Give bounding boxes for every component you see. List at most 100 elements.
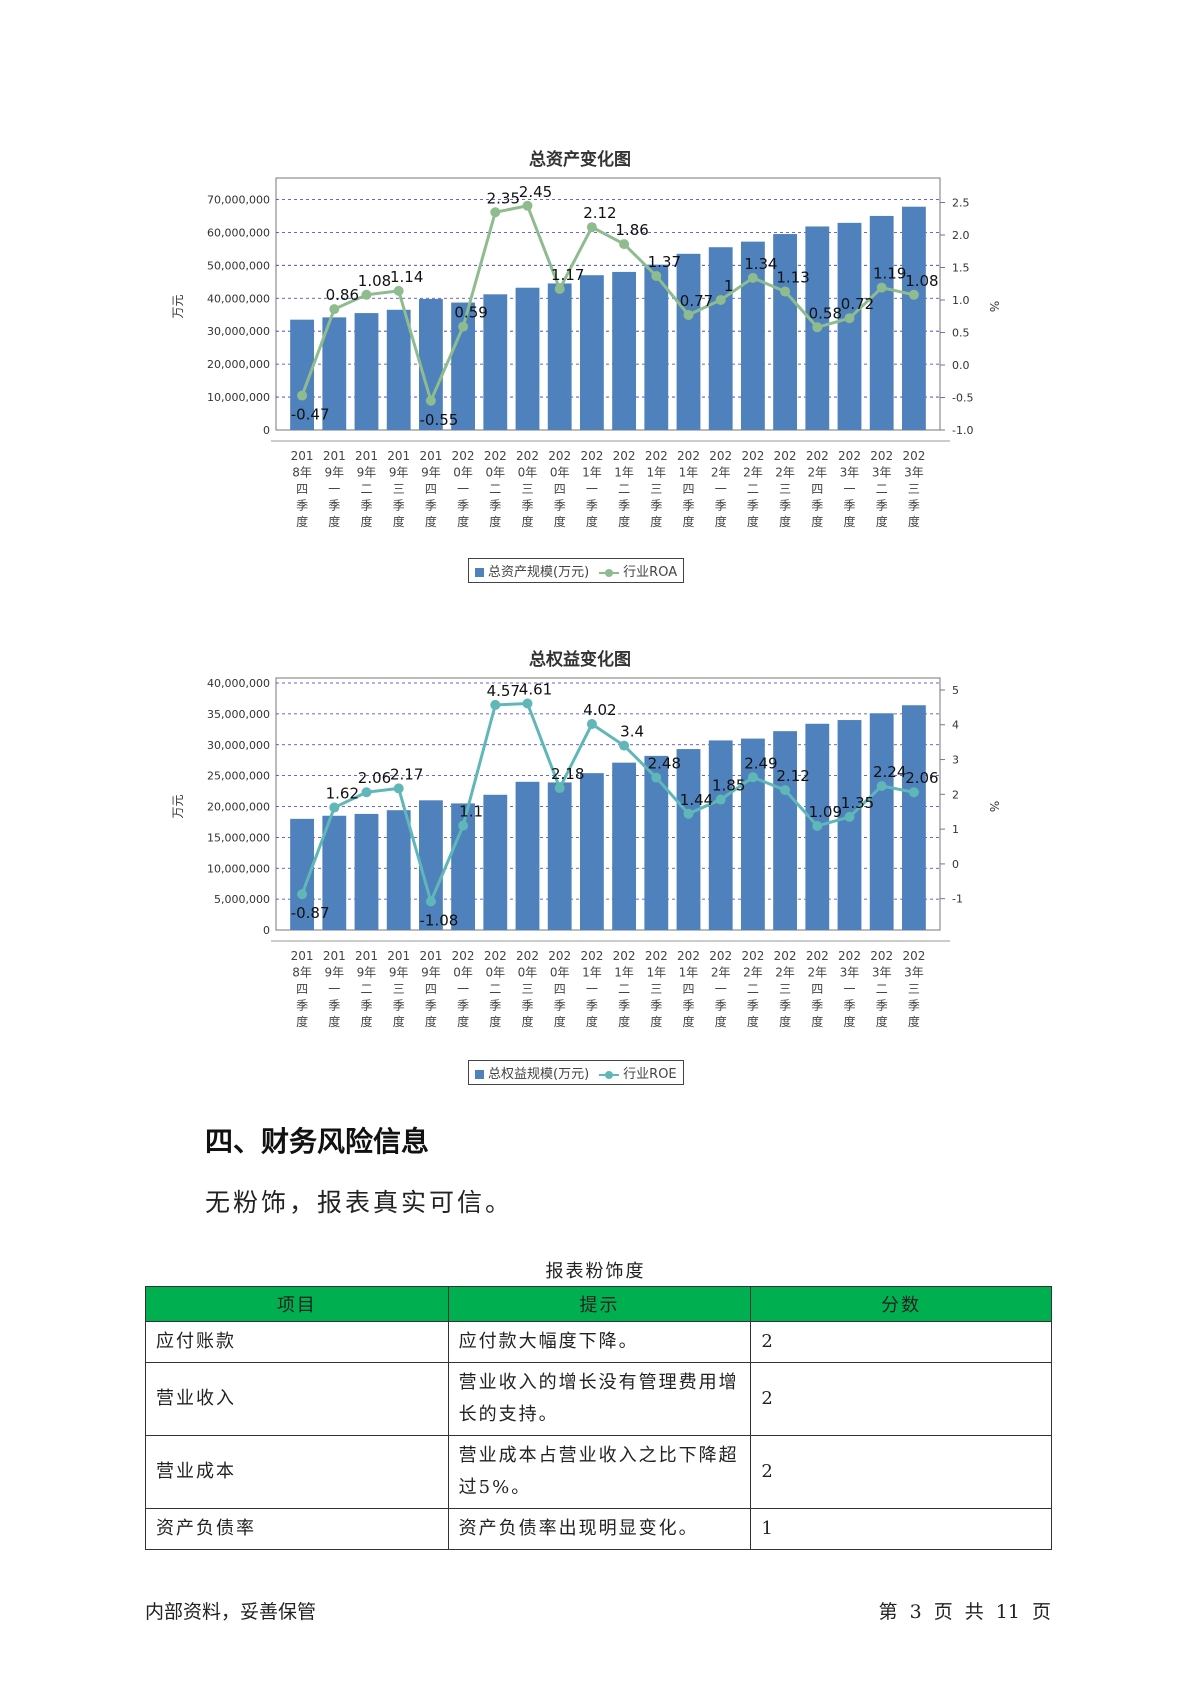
data-label: 0.59 bbox=[454, 304, 487, 322]
y-tick-label: 5,000,000 bbox=[214, 893, 270, 906]
line-point bbox=[908, 289, 919, 300]
data-label: 2.12 bbox=[776, 767, 809, 785]
line-point bbox=[425, 395, 436, 406]
x-tick-label: 201 9年一季度 bbox=[323, 449, 346, 529]
table-cell-hint: 营业成本占营业收入之比下降超过5%。 bbox=[447, 1435, 752, 1509]
line-point bbox=[619, 239, 630, 250]
x-tick-label: 202 3年二季度 bbox=[870, 449, 893, 529]
y-tick-label: 40,000,000 bbox=[207, 677, 270, 690]
line-point bbox=[812, 820, 823, 831]
table-header-row: 项目 提示 分数 bbox=[145, 1286, 1052, 1322]
table-header-score: 分数 bbox=[750, 1286, 1052, 1322]
line-point bbox=[619, 740, 630, 751]
line-point bbox=[586, 222, 597, 233]
table-header-item: 项目 bbox=[145, 1286, 449, 1322]
total-assets-chart-svg: 0 10,000,000 20,000,000 30,000,000 40,000,00… bbox=[171, 177, 1001, 529]
data-label: 2.18 bbox=[551, 765, 584, 783]
line-point bbox=[715, 295, 726, 305]
line-point bbox=[554, 783, 565, 794]
y-tick-label: 40,000,000 bbox=[207, 292, 270, 305]
legend-bar-label: 总权益规模(万元) bbox=[488, 1067, 590, 1082]
line-point bbox=[329, 304, 340, 315]
data-label: 1.34 bbox=[744, 255, 777, 273]
table-caption: 报表粉饰度 bbox=[545, 1261, 646, 1282]
data-label: 1 bbox=[724, 277, 734, 295]
data-label: 1.62 bbox=[326, 785, 359, 803]
data-label: -0.55 bbox=[419, 411, 458, 429]
section-heading: 四、财务风险信息 bbox=[205, 1125, 430, 1158]
bar bbox=[483, 294, 508, 430]
line-point bbox=[908, 787, 919, 798]
bar bbox=[869, 713, 894, 930]
x-tick-label: 202 1年一季度 bbox=[580, 449, 603, 529]
x-tick-label: 201 9年三季度 bbox=[387, 449, 410, 529]
x-tick-label: 202 0年二季度 bbox=[484, 449, 507, 529]
x-tick-label: 202 0年一季度 bbox=[452, 949, 475, 1029]
line-point bbox=[329, 802, 340, 813]
table-cell-score: 1 bbox=[750, 1508, 1052, 1550]
total-equity-chart: 总权益变化图 0 5,000,000 10,000,000 15,000,000 20,… bbox=[150, 640, 1010, 1095]
bar bbox=[386, 810, 411, 930]
y-tick-label: 15,000,000 bbox=[207, 831, 270, 844]
table-cell-item: 应付账款 bbox=[145, 1321, 449, 1363]
table-cell-hint: 资产负债率出现明显变化。 bbox=[447, 1508, 752, 1550]
chart-legend: 总资产规模(万元) 行业ROA bbox=[468, 558, 685, 583]
bar bbox=[290, 818, 315, 930]
y-tick-label: 10,000,000 bbox=[207, 391, 270, 404]
table-cell-score: 2 bbox=[750, 1435, 1052, 1509]
x-tick-label: 202 3年三季度 bbox=[902, 949, 925, 1029]
bar bbox=[773, 234, 798, 430]
x-tick-label: 201 9年四季度 bbox=[419, 949, 442, 1029]
y2-tick-label: -0.5 bbox=[952, 392, 973, 405]
line-point bbox=[586, 719, 597, 730]
line-point bbox=[554, 283, 565, 294]
line-point bbox=[361, 787, 372, 798]
y-tick-label: 20,000,000 bbox=[207, 358, 270, 371]
x-tick-label: 202 0年四季度 bbox=[548, 949, 571, 1029]
bar bbox=[644, 755, 669, 930]
data-label: 2.06 bbox=[358, 769, 391, 787]
y2-tick-label: 5 bbox=[952, 684, 959, 697]
bar bbox=[579, 773, 604, 930]
y2-axis-label: % bbox=[987, 801, 1001, 812]
table-cell-item: 营业收入 bbox=[145, 1362, 449, 1436]
line-point bbox=[297, 889, 308, 900]
y2-tick-label: 2.0 bbox=[952, 229, 970, 242]
x-tick-label: 202 1年四季度 bbox=[677, 949, 700, 1029]
x-tick-label: 202 1年二季度 bbox=[613, 449, 636, 529]
line-point bbox=[297, 390, 308, 401]
line-point bbox=[458, 321, 469, 332]
y2-tick-label: 1 bbox=[952, 823, 959, 836]
x-tick-label: 202 1年一季度 bbox=[580, 949, 603, 1029]
data-label: 1.85 bbox=[712, 777, 745, 795]
bar bbox=[901, 206, 926, 430]
y-tick-label: 30,000,000 bbox=[207, 325, 270, 338]
x-tick-label: 202 2年一季度 bbox=[709, 449, 732, 529]
bar bbox=[451, 803, 476, 930]
bar bbox=[676, 253, 701, 430]
y-axis-label: 万元 bbox=[171, 794, 185, 818]
y2-tick-label: 2 bbox=[952, 788, 959, 801]
x-tick-label: 202 2年三季度 bbox=[774, 949, 797, 1029]
data-label: 2.17 bbox=[390, 765, 423, 783]
y-tick-label: 70,000,000 bbox=[207, 193, 270, 206]
legend-bar-swatch bbox=[475, 1070, 484, 1079]
table-row: 营业成本 营业成本占营业收入之比下降超过5%。 2 bbox=[145, 1435, 1052, 1509]
table-cell-hint: 营业收入的增长没有管理费用增长的支持。 bbox=[447, 1362, 752, 1436]
legend-bar-label: 总资产规模(万元) bbox=[488, 565, 590, 580]
y-tick-label: 25,000,000 bbox=[207, 770, 270, 783]
y2-tick-label: 0 bbox=[952, 858, 959, 871]
legend-line-swatch bbox=[599, 568, 620, 577]
bar bbox=[322, 815, 347, 930]
x-tick-label: 202 0年一季度 bbox=[452, 449, 475, 529]
x-tick-label: 202 2年四季度 bbox=[806, 949, 829, 1029]
data-label: -1.08 bbox=[419, 911, 458, 929]
data-label: 1.14 bbox=[390, 268, 423, 286]
data-label: 4.61 bbox=[519, 681, 552, 699]
footer-page-number: 第 3 页 共 11 页 bbox=[878, 1601, 1051, 1623]
x-tick-label: 201 9年四季度 bbox=[419, 449, 442, 529]
x-tick-label: 202 2年四季度 bbox=[806, 449, 829, 529]
series-line bbox=[300, 701, 915, 906]
line-point bbox=[393, 783, 404, 794]
line-point bbox=[361, 289, 372, 300]
